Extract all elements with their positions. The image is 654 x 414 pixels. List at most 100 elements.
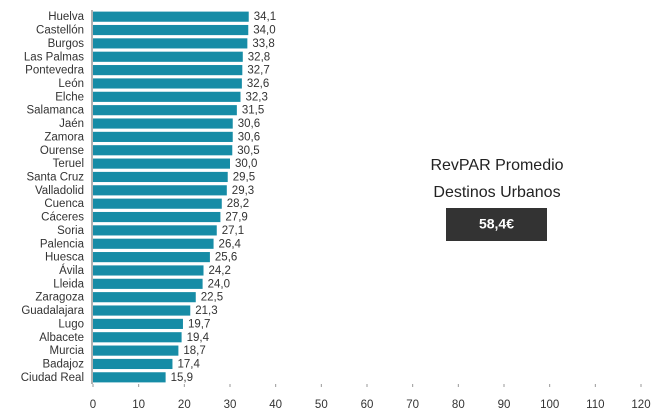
bar: [93, 238, 214, 249]
bar: [93, 318, 183, 329]
y-tick-label: Lugo: [58, 318, 84, 330]
value-label: 26,4: [219, 238, 242, 250]
y-tick-label: León: [58, 78, 84, 90]
bar: [93, 131, 233, 142]
x-tick-label: 0: [90, 399, 96, 411]
x-tick-label: 40: [269, 399, 282, 411]
value-label: 24,2: [209, 265, 231, 277]
bar: [93, 211, 221, 223]
annotation-value: 58,4€: [479, 216, 514, 232]
bar: [93, 265, 204, 276]
y-tick-label: Zamora: [44, 131, 84, 143]
value-label: 33,8: [252, 38, 274, 50]
y-tick-label: Cáceres: [41, 212, 84, 224]
x-tick-label: 120: [631, 399, 650, 411]
y-tick-label: Murcia: [49, 345, 84, 357]
bar: [93, 305, 191, 316]
y-tick-label: Albacete: [39, 332, 84, 344]
y-tick-label: Las Palmas: [24, 51, 84, 63]
y-tick-label: Huelva: [48, 11, 84, 23]
value-label: 30,5: [237, 145, 259, 157]
value-label: 32,6: [247, 78, 269, 90]
value-label: 19,4: [187, 332, 210, 344]
bar: [93, 372, 166, 383]
bar: [93, 145, 233, 156]
y-tick-label: Santa Cruz: [26, 171, 84, 183]
value-label: 22,5: [201, 292, 223, 304]
value-label: 19,7: [188, 318, 210, 330]
y-tick-label: Jaén: [59, 118, 84, 130]
bar: [93, 358, 173, 370]
value-label: 34,0: [253, 25, 275, 37]
y-tick-label: Salamanca: [26, 105, 84, 117]
x-tick-label: 60: [361, 399, 374, 411]
bar: [93, 51, 243, 62]
bar: [93, 78, 242, 89]
value-label: 31,5: [242, 105, 264, 117]
y-tick-label: Burgos: [48, 38, 85, 50]
value-label: 21,3: [195, 305, 217, 317]
y-tick-label: Elche: [55, 91, 84, 103]
y-tick-label: Guadalajara: [21, 305, 84, 317]
bar: [93, 105, 237, 116]
value-label: 27,1: [222, 225, 244, 237]
bar: [93, 225, 217, 236]
value-label: 32,7: [247, 65, 269, 77]
y-tick-label: Valladolid: [35, 185, 84, 197]
value-label: 25,6: [215, 252, 237, 264]
bar: [93, 198, 222, 209]
value-label: 18,7: [183, 345, 205, 357]
bar: [93, 11, 249, 22]
value-label: 27,9: [225, 212, 247, 224]
y-tick-label: Soria: [57, 225, 84, 237]
value-label: 30,6: [238, 118, 260, 130]
y-tick-label: Badajoz: [42, 358, 84, 370]
bar: [93, 292, 196, 303]
bar: [93, 118, 233, 129]
x-tick-label: 10: [132, 399, 145, 411]
y-tick-label: Ourense: [40, 145, 84, 157]
y-tick-label: Castellón: [36, 25, 84, 37]
bar: [93, 332, 182, 343]
bar: [93, 65, 243, 76]
y-tick-label: Huesca: [45, 252, 85, 264]
annotation-line: Destinos Urbanos: [433, 184, 560, 201]
value-label: 24,0: [208, 278, 230, 290]
x-tick-label: 90: [498, 399, 511, 411]
value-label: 29,3: [232, 185, 254, 197]
bar: [93, 158, 230, 169]
value-label: 17,4: [177, 358, 200, 370]
y-tick-label: Lleida: [53, 278, 84, 290]
value-label: 15,9: [171, 372, 193, 384]
annotation-line: RevPAR Promedio: [430, 157, 563, 174]
x-tick-label: 70: [406, 399, 419, 411]
value-label: 32,3: [246, 91, 268, 103]
value-label: 30,0: [235, 158, 257, 170]
value-label: 30,6: [238, 131, 260, 143]
y-tick-label: Ávila: [59, 264, 85, 277]
bar: [93, 91, 241, 102]
x-tick-label: 50: [315, 399, 328, 411]
bar: [93, 278, 203, 289]
x-tick-label: 110: [586, 399, 604, 411]
bar: [93, 185, 227, 196]
x-tick-label: 80: [452, 399, 465, 411]
value-label: 32,8: [248, 51, 270, 63]
y-tick-label: Pontevedra: [25, 65, 84, 77]
bar: [93, 38, 248, 49]
y-tick-label: Ciudad Real: [21, 372, 84, 384]
value-label: 29,5: [233, 171, 255, 183]
y-tick-label: Zaragoza: [35, 292, 84, 304]
x-tick-label: 100: [540, 399, 559, 411]
value-label: 34,1: [254, 11, 276, 23]
y-tick-label: Palencia: [40, 238, 85, 250]
x-tick-label: 30: [224, 399, 237, 411]
value-label: 28,2: [227, 198, 249, 210]
bar: [93, 252, 210, 263]
bar: [93, 171, 228, 183]
bar: [93, 24, 249, 36]
y-tick-label: Teruel: [53, 158, 84, 170]
bar: [93, 345, 179, 356]
annotation-box: [446, 208, 547, 241]
